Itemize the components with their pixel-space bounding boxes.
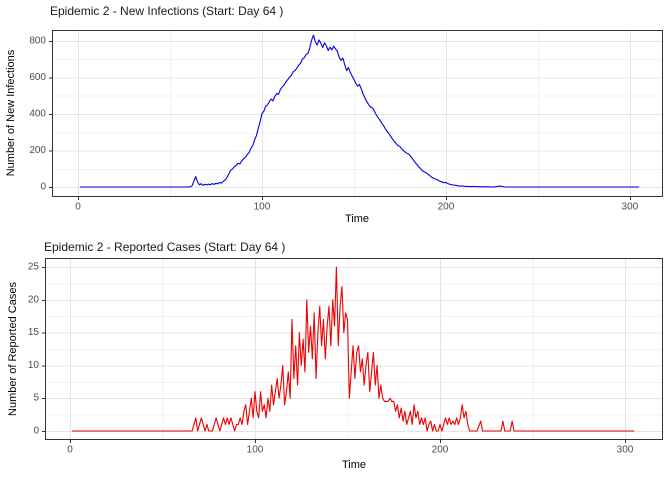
- y-tick-label: 800: [29, 35, 46, 46]
- x-tick-label: 200: [438, 201, 455, 212]
- y-tick-label: 20: [28, 294, 40, 305]
- reported-cases-plot-area: 0 100 200 300 0 5 10 15 20 25: [28, 258, 663, 456]
- tick-labels: 0 100 200 300 0 200 400 600 800: [29, 35, 638, 212]
- x-tick-label: 300: [617, 444, 634, 455]
- panel-background: [52, 30, 663, 197]
- tick-labels: 0 100 200 300 0 5 10 15 20 25: [28, 262, 634, 456]
- new-infections-chart: Epidemic 2 - New Infections (Start: Day …: [0, 0, 672, 233]
- y-tick-label: 0: [40, 182, 46, 193]
- data-series-line: [79, 34, 640, 188]
- chart-title: Epidemic 2 - New Infections (Start: Day …: [50, 4, 284, 18]
- minor-gridlines: [45, 258, 663, 440]
- x-axis-title: Time: [344, 213, 370, 225]
- y-tick-label: 400: [29, 109, 46, 120]
- panel-border: [52, 30, 663, 197]
- y-tick-label: 600: [29, 72, 46, 83]
- y-tick-label: 200: [29, 145, 46, 156]
- x-tick-label: 300: [622, 201, 639, 212]
- x-tick-label: 0: [75, 201, 81, 212]
- x-tick-label: 0: [67, 444, 73, 455]
- new-infections-plot-area: 0 100 200 300 0 200 400 600 800: [29, 30, 663, 212]
- minor-gridlines: [52, 30, 663, 197]
- y-tick-label: 15: [28, 327, 40, 338]
- chart-title: Epidemic 2 - Reported Cases (Start: Day …: [44, 240, 286, 254]
- data-series-line: [71, 266, 635, 432]
- tick-marks: [49, 40, 631, 200]
- y-tick-label: 10: [28, 360, 40, 371]
- tick-marks: [42, 267, 627, 443]
- x-tick-label: 100: [247, 444, 264, 455]
- x-axis-title: Time: [341, 459, 367, 471]
- y-tick-label: 25: [28, 262, 40, 273]
- y-tick-label: 0: [33, 425, 39, 436]
- reported-cases-chart: Epidemic 2 - Reported Cases (Start: Day …: [0, 233, 672, 480]
- panel-border: [45, 258, 663, 440]
- x-tick-label: 100: [254, 201, 271, 212]
- y-tick-label: 5: [33, 393, 39, 404]
- x-tick-label: 200: [432, 444, 449, 455]
